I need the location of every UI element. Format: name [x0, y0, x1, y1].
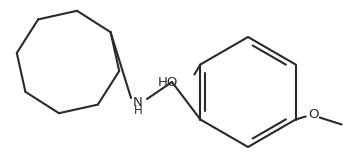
- Text: HO: HO: [158, 76, 179, 89]
- Text: N: N: [133, 95, 143, 109]
- Text: H: H: [133, 104, 142, 117]
- Text: O: O: [308, 108, 319, 121]
